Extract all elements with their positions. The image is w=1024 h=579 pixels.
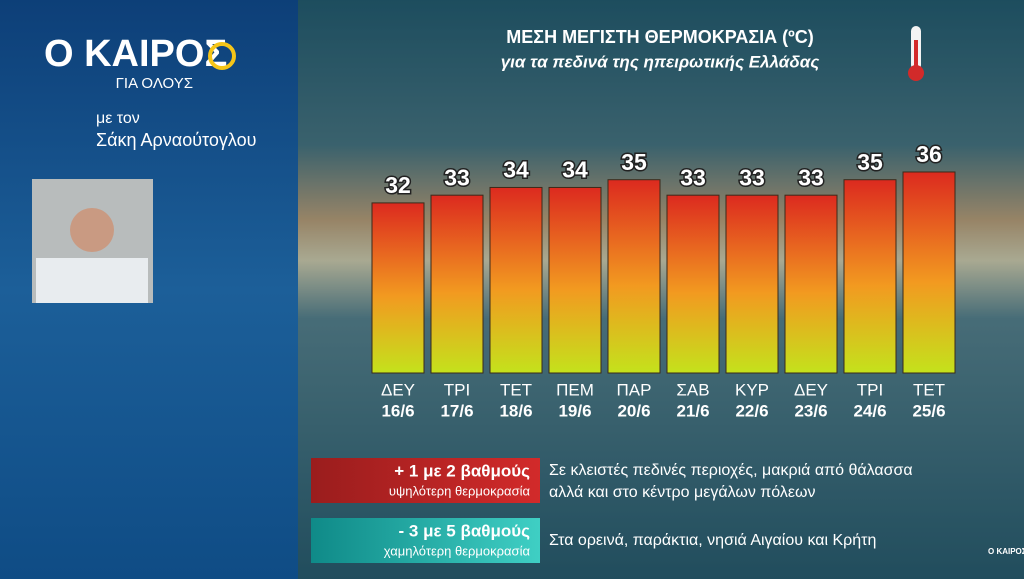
x-tick-date: 17/6 bbox=[440, 401, 473, 420]
x-tick-label: ΤΡΙ bbox=[444, 380, 470, 399]
x-tick-label: ΠΕΜ bbox=[556, 380, 594, 399]
bar bbox=[607, 179, 661, 374]
note-description: Σε κλειστές πεδινές περιοχές, μακριά από… bbox=[549, 462, 913, 479]
x-tick-date: 22/6 bbox=[735, 401, 768, 420]
webcam-shirt bbox=[36, 258, 148, 303]
x-tick-date: 25/6 bbox=[912, 401, 945, 420]
bar bbox=[548, 186, 602, 374]
bar bbox=[489, 186, 543, 374]
chart-title: ΜΕΣΗ ΜΕΓΙΣΤΗ ΘΕΡΜΟΚΡΑΣΙΑ (ºC) bbox=[506, 27, 813, 47]
thermometer-fill bbox=[914, 40, 918, 70]
bar bbox=[843, 179, 897, 374]
presenter-name: Σάκη Αρναούτογλου bbox=[96, 130, 257, 150]
x-tick-label: ΔΕΥ bbox=[794, 380, 828, 399]
bar bbox=[371, 202, 425, 374]
note-caption: υψηλότερη θερμοκρασία bbox=[389, 483, 531, 498]
value-label: 36 bbox=[916, 141, 942, 167]
note-caption: χαμηλότερη θερμοκρασία bbox=[384, 543, 531, 558]
note-description: Στα ορεινά, παράκτια, νησιά Αιγαίου και … bbox=[549, 532, 876, 549]
x-tick-label: ΤΕΤ bbox=[913, 380, 945, 399]
value-label: 33 bbox=[444, 164, 470, 190]
x-tick-label: ΔΕΥ bbox=[381, 380, 415, 399]
value-label: 33 bbox=[739, 164, 765, 190]
bar bbox=[430, 194, 484, 374]
x-tick-label: ΤΡΙ bbox=[857, 380, 883, 399]
logo-subtitle: ΓΙΑ ΟΛΟΥΣ bbox=[116, 75, 193, 92]
x-tick-label: ΤΕΤ bbox=[500, 380, 532, 399]
x-tick-label: ΠΑΡ bbox=[617, 380, 652, 399]
thermometer-bulb bbox=[908, 65, 924, 81]
note-box bbox=[311, 458, 540, 503]
value-label: 32 bbox=[385, 172, 411, 198]
x-tick-date: 16/6 bbox=[381, 401, 414, 420]
x-tick-label: ΚΥΡ bbox=[735, 380, 769, 399]
x-tick-label: ΣΑΒ bbox=[676, 380, 709, 399]
corner-logo: Ο ΚΑΙΡΟΣ bbox=[988, 547, 1024, 556]
bar bbox=[666, 194, 720, 374]
note-box bbox=[311, 518, 540, 563]
value-label: 34 bbox=[562, 157, 588, 183]
note-description: αλλά και στο κέντρο μεγάλων πόλεων bbox=[549, 484, 816, 501]
note-headline: - 3 με 5 βαθμούς bbox=[399, 521, 531, 540]
bar bbox=[784, 194, 838, 374]
logo-title: Ο ΚΑΙΡΟΣ bbox=[44, 33, 227, 75]
bar bbox=[725, 194, 779, 374]
value-label: 33 bbox=[798, 164, 824, 190]
webcam-face bbox=[70, 208, 114, 252]
presenter-prefix: με τον bbox=[96, 110, 140, 127]
x-tick-date: 21/6 bbox=[676, 401, 709, 420]
note-headline: + 1 με 2 βαθμούς bbox=[394, 461, 530, 480]
x-tick-date: 23/6 bbox=[794, 401, 827, 420]
bar bbox=[902, 171, 956, 374]
x-tick-date: 24/6 bbox=[853, 401, 886, 420]
logo-sun bbox=[208, 42, 236, 70]
value-label: 33 bbox=[680, 164, 706, 190]
value-label: 35 bbox=[621, 149, 647, 175]
x-tick-date: 18/6 bbox=[499, 401, 532, 420]
x-tick-date: 19/6 bbox=[558, 401, 591, 420]
value-label: 35 bbox=[857, 149, 883, 175]
value-label: 34 bbox=[503, 157, 529, 183]
chart-subtitle: για τα πεδινά της ηπειρωτικής Ελλάδας bbox=[501, 52, 820, 71]
x-tick-date: 20/6 bbox=[617, 401, 650, 420]
